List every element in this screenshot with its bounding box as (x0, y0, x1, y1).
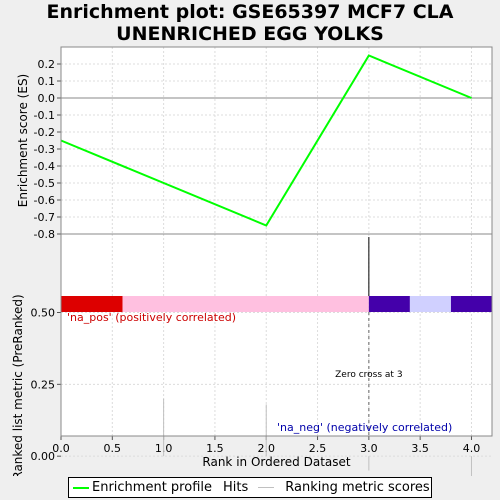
heat-band-segment (409, 296, 451, 312)
chart-title: Enrichment plot: GSE65397 MCF7 CLA UNENR… (0, 1, 500, 45)
rank-panel (61, 234, 492, 436)
es-y-tick-label: -0.3 (34, 143, 55, 156)
es-y-tick-label: -0.2 (34, 126, 55, 139)
legend-item-profile: Enrichment profile (73, 480, 212, 495)
legend-swatch-profile (73, 486, 89, 489)
rank-y-tick-label: 0.50 (31, 307, 56, 320)
es-y-axis-label: Enrichment score (ES) (16, 74, 30, 207)
es-panel (61, 47, 492, 234)
zero-cross-label: Zero cross at 3 (335, 370, 402, 380)
es-y-tick-label: 0.2 (38, 58, 56, 71)
x-tick-label: 0.0 (52, 442, 70, 455)
x-tick-label: 3.5 (411, 442, 429, 455)
es-y-tick-label: -0.5 (34, 177, 55, 190)
rank-y-tick-label: 0.00 (31, 450, 56, 463)
heat-band-segment (450, 296, 492, 312)
es-y-tick-label: -0.7 (34, 211, 55, 224)
x-axis-label: Rank in Ordered Dataset (202, 455, 350, 469)
legend-swatch-ranking (258, 487, 275, 488)
neg-correlated-label: 'na_neg' (negatively correlated) (277, 421, 452, 434)
x-tick-label: 2.5 (309, 442, 327, 455)
enrichment-chart: 0.0 0.5 1.0 1.5 2.0 2.5 3.0 3.5 4.00.20.10.0-0.1… (11, 46, 493, 476)
title-line-1: Enrichment plot: GSE65397 MCF7 CLA (46, 1, 454, 23)
heat-band-segment (122, 296, 369, 312)
x-tick-label: 0.5 (104, 442, 122, 455)
legend-label-hits: Hits (223, 480, 249, 495)
pos-correlated-label: 'na_pos' (positively correlated) (67, 311, 236, 324)
heat-band-segment (61, 296, 123, 312)
es-y-tick-label: 0.1 (38, 75, 56, 88)
legend-item-ranking: Ranking metric scores (285, 480, 429, 495)
es-y-tick-label: 0.0 (38, 92, 56, 105)
rank-panel-border (60, 233, 493, 437)
x-tick-label: 4.0 (463, 442, 481, 455)
es-y-tick-label: -0.1 (34, 109, 55, 122)
legend: Enrichment profile Hits Ranking metric s… (68, 477, 432, 498)
rank-y-tick-label: 0.25 (31, 378, 56, 391)
enrichment-profile-line (60, 54, 472, 227)
legend-item-hits: Hits (220, 480, 277, 495)
es-y-tick-label: -0.8 (34, 228, 55, 241)
heat-band-segment (368, 296, 410, 312)
es-y-tick-label: -0.6 (34, 194, 55, 207)
es-y-tick-label: -0.4 (34, 160, 55, 173)
legend-label-ranking: Ranking metric scores (285, 480, 430, 495)
rank-y-axis-label: Ranked list metric (PreRanked) (11, 294, 25, 476)
x-tick-label: 3.0 (360, 442, 378, 455)
title-line-2: UNENRICHED EGG YOLKS (116, 23, 384, 45)
legend-label-profile: Enrichment profile (92, 480, 212, 495)
x-tick-label: 1.5 (206, 442, 224, 455)
